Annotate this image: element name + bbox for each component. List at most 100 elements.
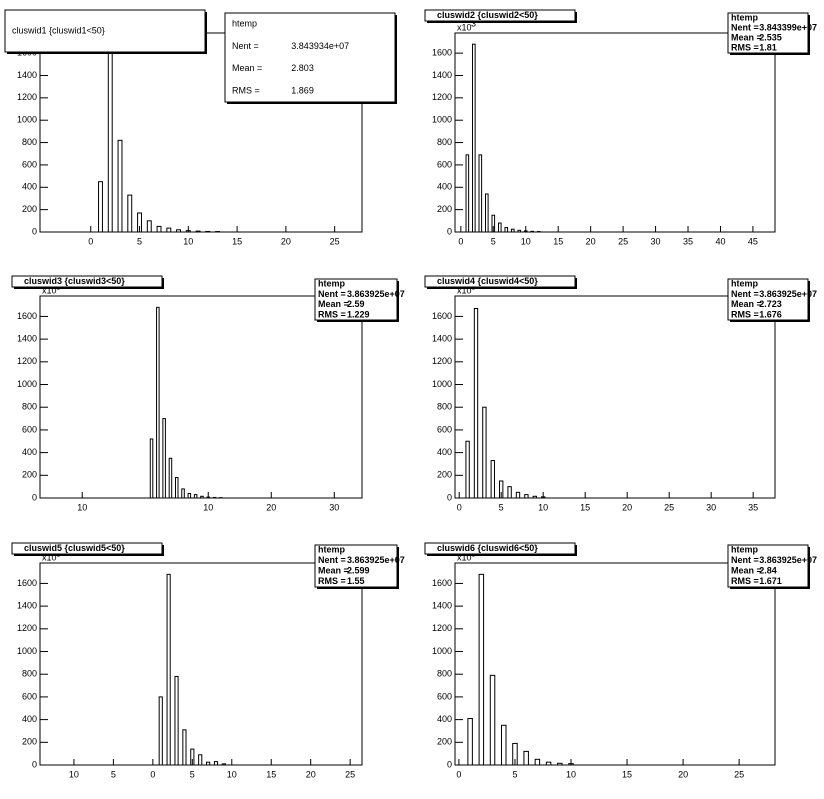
stats-name: htemp [731, 12, 759, 22]
x-tick-label: 20 [622, 502, 632, 512]
x-tick-label: 5 [499, 502, 504, 512]
x-tick-label: 15 [553, 236, 563, 246]
stats-box [314, 544, 398, 588]
stats-box [314, 278, 398, 321]
y-tick-label: 1200 [17, 623, 37, 633]
y-tick-label: 200 [22, 737, 37, 747]
x-tick-label: 40 [715, 236, 725, 246]
y-multiplier: x10 [457, 552, 472, 562]
bar [517, 229, 522, 233]
y-tick-label: 400 [22, 182, 37, 192]
bar [98, 181, 103, 233]
bar [490, 460, 495, 499]
stats-value: 3.863925e+07 [347, 289, 405, 299]
x-tick-label: 10 [69, 769, 79, 779]
x-tick-label: 30 [329, 502, 339, 512]
bar [166, 573, 171, 766]
title-box [424, 542, 576, 555]
x-tick-label: 10 [566, 769, 576, 779]
bar [181, 488, 185, 499]
x-tick-label: 5 [190, 769, 195, 779]
y-tick-label: 800 [22, 669, 37, 679]
stats-value: 2.599 [347, 566, 370, 576]
stats-box [727, 278, 809, 321]
bar [482, 406, 487, 499]
stats-value: 1.671 [759, 576, 782, 586]
y-multiplier: x10 [457, 285, 472, 295]
y-tick-label: 200 [22, 204, 37, 214]
stats-label: Mean = [731, 566, 762, 576]
x-tick-label: 10 [203, 502, 213, 512]
y-tick-label: 800 [437, 402, 452, 412]
bar [523, 750, 529, 766]
stats-name: htemp [731, 545, 759, 555]
y-tick-label: 1600 [432, 47, 452, 57]
x-tick-label: 35 [683, 236, 693, 246]
y-tick-label: 1400 [432, 70, 452, 80]
bar [187, 492, 192, 499]
x-tick-label: 15 [580, 502, 590, 512]
bar [465, 440, 470, 499]
x-tick-label: 15 [266, 769, 276, 779]
y-tick-label: 1200 [17, 92, 37, 102]
y-tick-label: 400 [437, 714, 452, 724]
bar [213, 761, 219, 766]
bar [176, 229, 182, 233]
bar [497, 222, 502, 233]
bar [545, 761, 552, 766]
bar [507, 486, 512, 499]
stats-label: RMS = [731, 42, 759, 52]
y-tick-label: 1600 [432, 311, 452, 321]
y-tick-label: 1000 [17, 115, 37, 125]
bar [156, 306, 160, 499]
y-tick-label: 1600 [432, 578, 452, 588]
bar [504, 227, 509, 233]
stats-label: Mean = [731, 32, 762, 42]
x-tick-label: 20 [586, 236, 596, 246]
stats-label: Nent = [318, 555, 346, 565]
stats-value: 3.863925e+07 [759, 555, 817, 565]
y-tick-label: 1000 [17, 646, 37, 656]
bar [158, 696, 163, 766]
x-tick-label: 25 [618, 236, 628, 246]
x-tick-label: 35 [748, 502, 758, 512]
bar [195, 230, 201, 233]
bar [478, 573, 485, 766]
histogram-title: cluswid4 {cluswid4<50} [437, 276, 538, 286]
y-tick-label: 200 [22, 470, 37, 480]
stats-value: 2.803 [291, 63, 314, 73]
x-tick-label: 25 [734, 769, 744, 779]
bar [117, 139, 123, 233]
x-tick-label: 30 [706, 502, 716, 512]
stats-label: RMS = [731, 309, 759, 319]
stats-value: 3.863925e+07 [759, 289, 817, 299]
x-tick-label: 20 [266, 502, 276, 512]
x-tick-label: 45 [748, 236, 758, 246]
y-tick-label: 600 [437, 691, 452, 701]
x-tick-label: 5 [111, 769, 116, 779]
y-tick-label: 200 [437, 204, 452, 214]
y-tick-label: 600 [437, 424, 452, 434]
stats-box [727, 544, 809, 588]
x-tick-label: 0 [150, 769, 155, 779]
y-tick-label: 600 [22, 159, 37, 169]
y-tick-label: 200 [437, 737, 452, 747]
y-tick-label: 400 [22, 714, 37, 724]
y-tick-label: 600 [22, 424, 37, 434]
title-box [424, 9, 576, 22]
bar [174, 477, 179, 499]
y-tick-label: 600 [437, 159, 452, 169]
x-tick-label: 20 [306, 769, 316, 779]
y-tick-label: 1400 [432, 333, 452, 343]
x-tick-label: 0 [88, 236, 93, 246]
histogram-title: cluswid6 {cluswid6<50} [437, 543, 538, 553]
bar [198, 754, 203, 766]
y-tick-label: 1200 [432, 623, 452, 633]
title-box [11, 275, 163, 288]
y-tick-label: 800 [437, 669, 452, 679]
x-tick-label: 0 [457, 502, 462, 512]
bar [510, 228, 515, 233]
stats-value: 3.843934e+07 [291, 41, 349, 51]
